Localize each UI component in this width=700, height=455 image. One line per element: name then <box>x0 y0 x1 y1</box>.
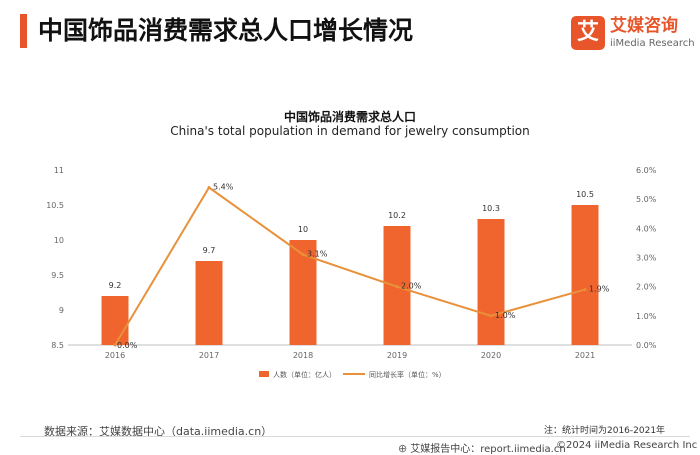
x-tick-label: 2017 <box>199 351 219 360</box>
x-tick-label: 2018 <box>293 351 313 360</box>
y-right-tick-label: 1.0% <box>636 312 657 321</box>
bar-value-label: 10.5 <box>576 190 594 199</box>
growth-rate-label: 3.1% <box>307 250 328 259</box>
bar-2021 <box>571 205 599 345</box>
growth-rate-label: 1.0% <box>495 311 516 320</box>
growth-rate-point-2019 <box>395 285 399 289</box>
y-left-tick-label: 9.5 <box>51 271 64 280</box>
y-left-tick-label: 8.5 <box>51 341 64 350</box>
y-left-tick-label: 10 <box>54 236 64 245</box>
growth-rate-point-2018 <box>301 253 305 257</box>
bar-2016 <box>101 296 129 345</box>
growth-rate-label: 1.9% <box>589 285 610 294</box>
growth-rate-label: 0.0% <box>117 341 138 350</box>
bar-2017 <box>195 261 223 345</box>
growth-rate-point-2017 <box>207 186 211 189</box>
chart-title: 中国饰品消费需求总人口 <box>283 110 416 124</box>
y-right-tick-label: 0.0% <box>636 341 657 350</box>
bar-value-label: 9.7 <box>203 246 216 255</box>
growth-rate-label: 2.0% <box>401 282 422 291</box>
bar-value-label: 9.2 <box>109 281 122 290</box>
x-tick-label: 2020 <box>481 351 501 360</box>
report-center-text: 艾媒报告中心：report.iimedia.cn <box>410 444 566 455</box>
growth-rate-label: 5.4% <box>213 183 234 192</box>
growth-rate-line <box>114 186 586 346</box>
y-left-tick-label: 9 <box>59 306 64 315</box>
bar-value-label: 10.3 <box>482 204 500 213</box>
y-right-tick-label: 5.0% <box>636 195 657 204</box>
report-center: ⊕ 艾媒报告中心：report.iimedia.cn <box>398 440 566 455</box>
x-tick-label: 2016 <box>105 351 125 360</box>
copyright: ©2024 iiMedia Research Inc <box>556 440 698 451</box>
bar-value-label: 10.2 <box>388 211 406 220</box>
logo-mark-icon: 艾 <box>571 16 605 50</box>
footer-divider <box>20 436 690 437</box>
bar-2020 <box>477 219 505 345</box>
legend-line-label: 同比增长率（单位：%） <box>369 370 446 379</box>
y-left-tick-label: 10.5 <box>46 201 64 210</box>
y-right-tick-label: 6.0% <box>636 166 657 175</box>
footnote: 注：统计时间为2016-2021年 <box>544 426 666 436</box>
y-right-tick-label: 2.0% <box>636 283 657 292</box>
legend-bar-label: 人数（单位：亿人） <box>273 370 336 379</box>
growth-rate-point-2016 <box>113 343 117 347</box>
growth-rate-point-2020 <box>489 314 493 318</box>
x-tick-label: 2019 <box>387 351 407 360</box>
bar-value-label: 10 <box>298 225 308 234</box>
y-left-tick-label: 11 <box>54 166 64 175</box>
chart-subtitle: China's total population in demand for j… <box>170 124 530 138</box>
y-right-tick-label: 3.0% <box>636 254 657 263</box>
iimedia-logo: 艾 艾媒咨询 iiMedia Research <box>571 16 695 56</box>
legend-bar-swatch <box>259 371 269 377</box>
logo-name-cn: 艾媒咨询 <box>610 16 678 36</box>
globe-icon: ⊕ <box>398 442 408 455</box>
y-right-tick-label: 4.0% <box>636 224 657 233</box>
title-accent-bar <box>20 14 27 48</box>
logo-name-en: iiMedia Research <box>610 38 695 49</box>
growth-rate-point-2021 <box>583 288 587 292</box>
data-source: 数据来源：艾媒数据中心（data.iimedia.cn） <box>44 425 273 438</box>
x-tick-label: 2021 <box>575 351 595 360</box>
page-title: 中国饰品消费需求总人口增长情况 <box>38 16 414 45</box>
